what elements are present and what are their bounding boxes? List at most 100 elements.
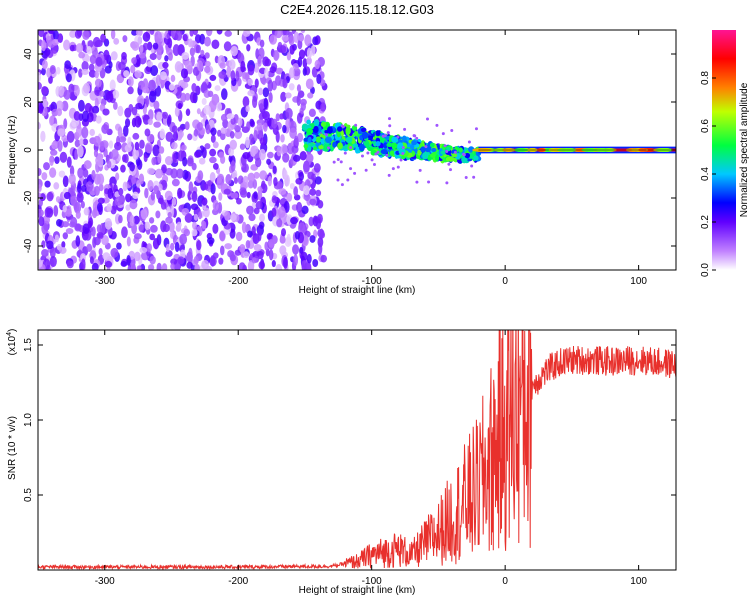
heatmap-cell <box>41 67 46 76</box>
heatmap-cell <box>242 251 250 259</box>
heatmap-cell <box>325 133 329 137</box>
heatmap-cell <box>49 246 56 259</box>
heatmap-cell <box>110 247 119 258</box>
heatmap-cell <box>255 201 263 210</box>
heatmap-cell <box>174 61 183 73</box>
heatmap-cell <box>216 177 223 189</box>
heatmap-cell <box>242 72 247 80</box>
heatmap-cell <box>473 155 479 161</box>
heatmap-cell <box>354 123 358 127</box>
heatmap-cell <box>292 63 299 70</box>
heatmap-cell <box>360 127 367 133</box>
heatmap-cell <box>290 216 298 225</box>
heatmap-cell <box>458 147 463 153</box>
heatmap-cell <box>62 232 69 240</box>
snr-y-label: SNR (10 * v/v) <box>7 416 18 480</box>
heatmap-cell <box>91 169 96 181</box>
heatmap-cell <box>165 216 173 224</box>
heatmap-cell <box>210 134 216 144</box>
heatmap-cell <box>275 113 280 122</box>
heatmap-cell <box>84 102 92 113</box>
heatmap-cell <box>383 142 388 149</box>
heatmap-cell <box>312 36 319 46</box>
heatmap-cell <box>68 83 75 94</box>
heatmap-cell <box>149 53 157 61</box>
svg-text:(x104): (x104) <box>6 329 18 356</box>
heatmap-cell <box>187 190 192 201</box>
heatmap-cell <box>230 160 236 172</box>
heatmap-cell <box>142 86 150 94</box>
heatmap-cell <box>195 44 201 54</box>
heatmap-cell <box>284 236 292 247</box>
heatmap-cell <box>38 168 42 176</box>
heatmap-cell <box>83 207 90 216</box>
heatmap-cell <box>138 52 146 59</box>
heatmap-cell <box>375 141 381 147</box>
heatmap-cell <box>168 52 173 61</box>
colorbar: 0.0 0.2 0.4 0.6 0.8 Normalized spectral ampl… <box>700 30 750 277</box>
heatmap-cell <box>262 87 270 98</box>
heatmap-cell <box>148 79 156 91</box>
heatmap-cell <box>113 38 120 45</box>
heatmap-cell <box>264 67 269 79</box>
heatmap-cell <box>296 112 303 124</box>
heatmap-cell <box>280 228 287 237</box>
heatmap-cell <box>38 258 43 268</box>
heatmap-cell <box>262 56 270 67</box>
heatmap-cell <box>259 137 266 146</box>
heatmap-cell <box>201 220 207 230</box>
heatmap-cell <box>253 171 260 179</box>
heatmap-cell <box>53 205 59 217</box>
heatmap-cell <box>365 140 370 149</box>
heatmap-cell <box>184 92 191 101</box>
heatmap-cell <box>83 55 92 62</box>
heatmap-cell <box>399 158 403 162</box>
heatmap-cell <box>230 254 236 262</box>
heatmap-cell <box>212 252 219 259</box>
heatmap-cell <box>464 152 471 159</box>
heatmap-cell <box>179 233 188 245</box>
heatmap-cell <box>181 144 187 151</box>
heatmap-cell <box>374 152 378 156</box>
heatmap-cell <box>230 45 238 57</box>
heatmap-cell <box>468 153 475 159</box>
heatmap-cell <box>149 255 156 265</box>
heatmap-cell <box>200 49 205 57</box>
snr-scale-label: (x104) <box>6 329 18 356</box>
heatmap-cell <box>187 38 193 48</box>
heatmap-cell <box>147 118 153 126</box>
heatmap-cell <box>135 102 143 110</box>
heatmap-cell <box>229 213 237 222</box>
snr-scale-prefix: (x10 <box>7 335 18 355</box>
heatmap-cell <box>275 75 282 87</box>
heatmap-cell <box>81 110 90 122</box>
heatmap-cell <box>241 221 247 234</box>
heatmap-cell <box>77 167 84 179</box>
heatmap-cell <box>57 33 64 43</box>
heatmap-cell <box>339 160 343 164</box>
heatmap-cell <box>321 128 326 135</box>
heatmap-cell <box>181 52 190 60</box>
heatmap-cell <box>254 62 260 73</box>
heatmap-cell <box>86 243 93 252</box>
heatmap-cell <box>66 260 74 269</box>
heatmap-cell <box>443 144 447 148</box>
heatmap-cell <box>89 54 97 65</box>
heatmap-cell <box>449 168 453 172</box>
heatmap-cell <box>160 220 167 233</box>
heatmap-cell <box>467 140 471 144</box>
heatmap-cell <box>133 233 142 240</box>
heatmap-cell <box>87 40 94 48</box>
heatmap-cell <box>194 263 200 270</box>
heatmap-cell <box>56 66 61 75</box>
heatmap-cell <box>336 157 340 161</box>
heatmap-cell <box>309 235 316 243</box>
heatmap-cell <box>220 245 225 256</box>
heatmap-cell <box>349 146 353 150</box>
heatmap-cell <box>194 34 202 44</box>
heatmap-cell <box>169 242 175 251</box>
heatmap-cell <box>147 179 154 192</box>
heatmap-cell <box>245 240 251 249</box>
heatmap-cell <box>271 118 278 129</box>
heatmap-cell <box>132 215 140 225</box>
